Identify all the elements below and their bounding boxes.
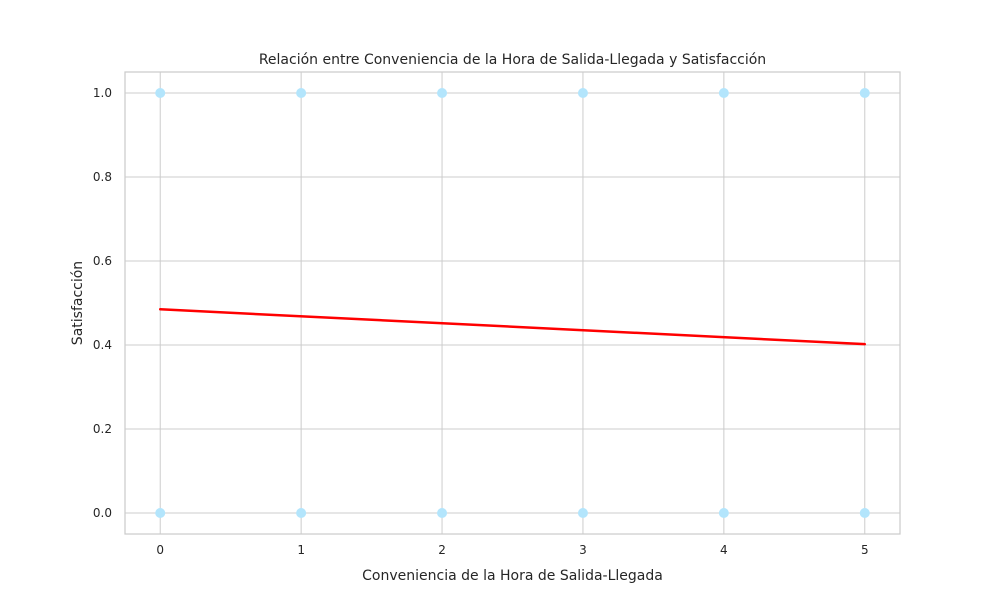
- y-tick-label: 0.4: [93, 338, 112, 352]
- trend-line: [158, 308, 867, 346]
- data-points: [155, 88, 870, 518]
- y-tick-label: 0.6: [93, 254, 112, 268]
- y-tick-label: 0.2: [93, 422, 112, 436]
- y-tick-label: 1.0: [93, 86, 112, 100]
- data-point: [859, 88, 870, 98]
- x-axis-label: Conveniencia de la Hora de Salida-Llegad…: [362, 568, 663, 584]
- data-point: [437, 88, 448, 98]
- y-tick-label: 0.0: [93, 506, 112, 520]
- data-point: [296, 88, 307, 98]
- y-tick-label: 0.8: [93, 170, 112, 184]
- y-axis-label: Satisfacción: [70, 261, 86, 345]
- data-point: [577, 88, 588, 98]
- tick-labels: 0 1 2 3 4 5 0.0 0.2 0.4 0.6 0.8 1.0: [93, 86, 869, 557]
- chart-title: Relación entre Conveniencia de la Hora d…: [259, 52, 766, 68]
- x-tick-label: 3: [579, 543, 587, 557]
- data-point: [859, 508, 870, 518]
- trend-line-layer: [158, 308, 867, 346]
- x-tick-label: 0: [156, 543, 164, 557]
- data-point: [718, 508, 729, 518]
- data-point: [577, 508, 588, 518]
- data-point: [155, 508, 166, 518]
- data-point: [437, 508, 448, 518]
- data-point: [718, 88, 729, 98]
- x-tick-label: 1: [297, 543, 305, 557]
- plot-frame: [124, 71, 901, 535]
- grid: [125, 72, 900, 534]
- data-point: [296, 508, 307, 518]
- data-point: [155, 88, 166, 98]
- x-tick-label: 2: [438, 543, 446, 557]
- x-tick-label: 4: [720, 543, 728, 557]
- x-tick-label: 5: [861, 543, 869, 557]
